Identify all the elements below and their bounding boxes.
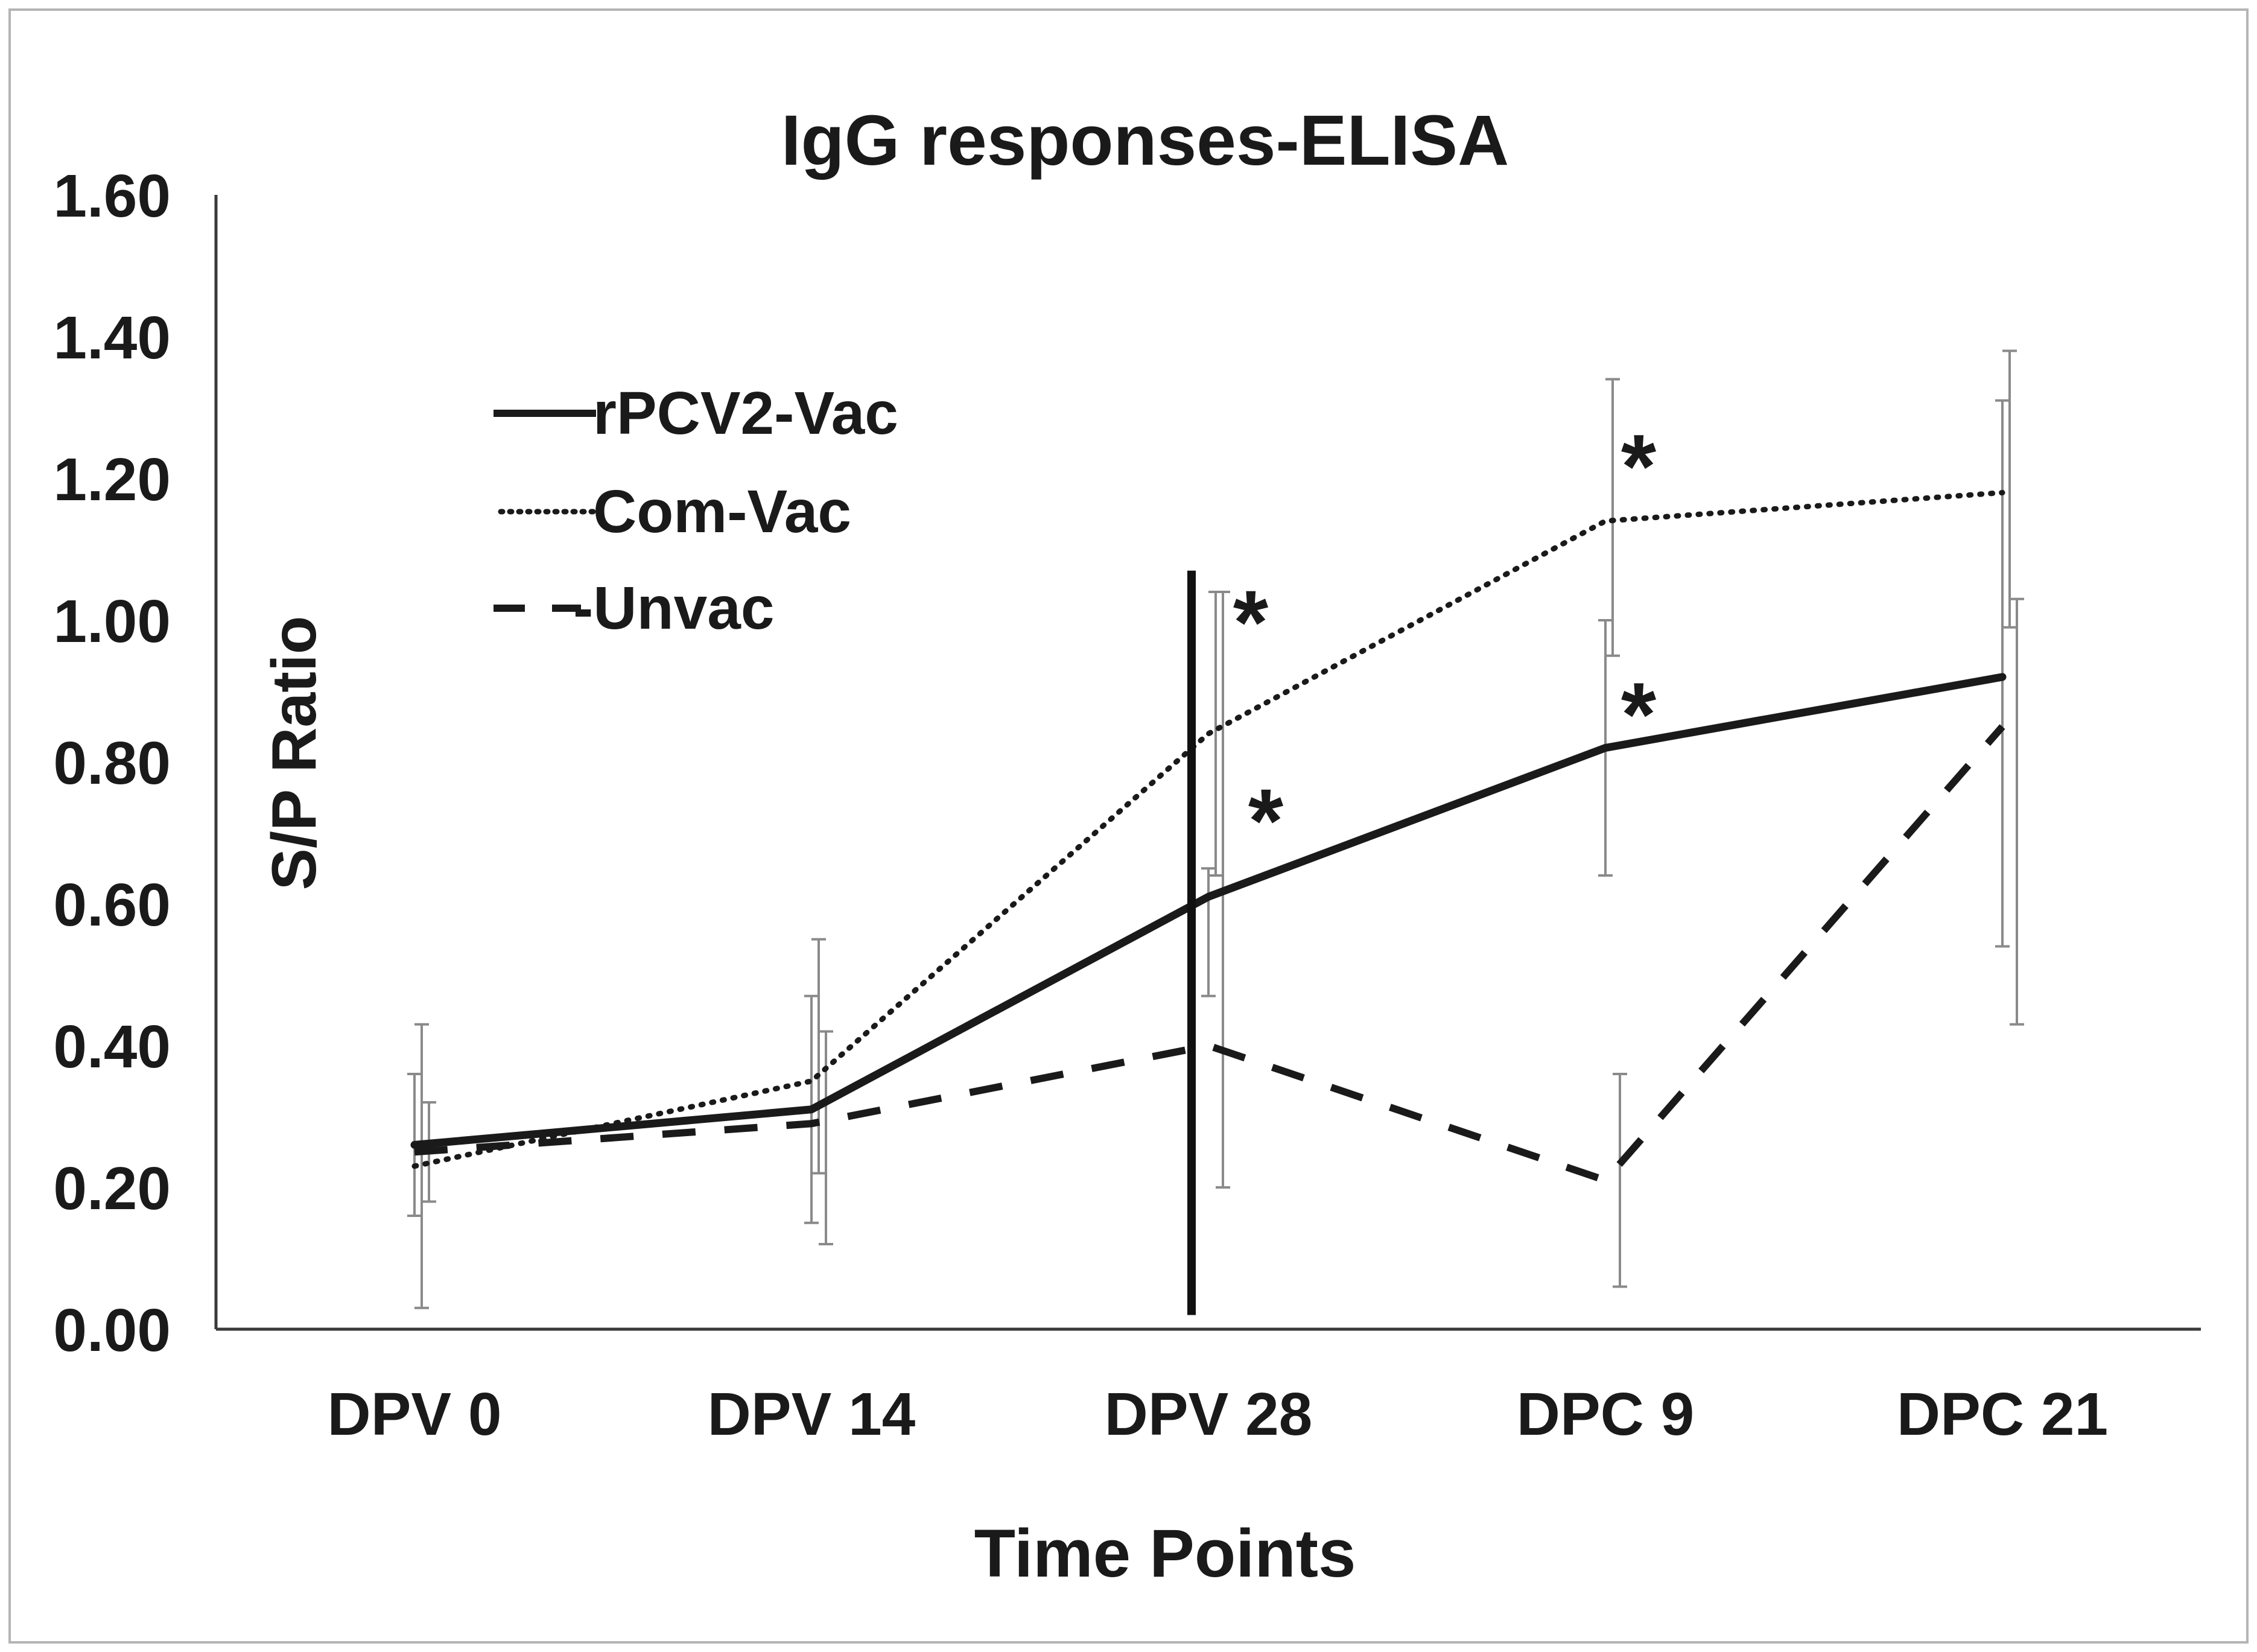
x-tick-label: DPV 28 <box>1105 1380 1313 1448</box>
x-tick-label: DPV 14 <box>708 1380 916 1448</box>
y-tick-label: 0.00 <box>53 1297 171 1364</box>
y-tick-label: 0.60 <box>53 871 171 939</box>
line-chart: IgG responses-ELISA Time Points S/P Rati… <box>53 101 2201 1591</box>
series-line-unvac <box>414 724 2005 1185</box>
legend: rPCV2-Vac Com-Vac -Unvac <box>494 380 898 642</box>
legend-label-com-vac: Com-Vac <box>593 478 851 545</box>
x-tick-label: DPV 0 <box>327 1380 501 1448</box>
axes <box>214 195 2201 1331</box>
y-tick-label: 1.00 <box>53 588 171 655</box>
y-tick-label: 0.20 <box>53 1155 171 1222</box>
y-tick-label: 0.80 <box>53 729 171 797</box>
significance-markers: * * * * <box>1233 416 1657 872</box>
series-line-rpcv2-vac <box>410 673 2007 1149</box>
y-tick-label: 1.20 <box>53 446 171 513</box>
x-axis-label: Time Points <box>974 1516 1356 1591</box>
chart-frame: IgG responses-ELISA Time Points S/P Rati… <box>8 8 2249 1644</box>
legend-label-unvac: -Unvac <box>573 574 774 642</box>
y-tick-label: 0.40 <box>53 1013 171 1081</box>
significance-asterisk: * <box>1248 770 1284 871</box>
significance-asterisk: * <box>1621 416 1657 517</box>
y-tick-label: 1.60 <box>53 162 171 230</box>
series-lines <box>410 490 2007 1185</box>
x-tick-labels: DPV 0 DPV 14 DPV 28 DPC 9 DPC 21 <box>327 1380 2108 1448</box>
x-tick-label: DPC 9 <box>1517 1380 1695 1448</box>
series-line-com-vac <box>411 490 2005 1169</box>
significance-asterisk: * <box>1233 571 1269 673</box>
significance-asterisk: * <box>1621 664 1657 765</box>
y-tick-labels: 0.00 0.20 0.40 0.60 0.80 1.00 1.20 1.40 1.60 <box>53 162 171 1364</box>
y-tick-label: 1.40 <box>53 304 171 372</box>
chart-title: IgG responses-ELISA <box>781 101 1509 180</box>
x-tick-label: DPC 21 <box>1897 1380 2108 1448</box>
legend-label-rpcv2-vac: rPCV2-Vac <box>593 380 898 447</box>
y-axis-label: S/P Ratio <box>259 616 329 891</box>
